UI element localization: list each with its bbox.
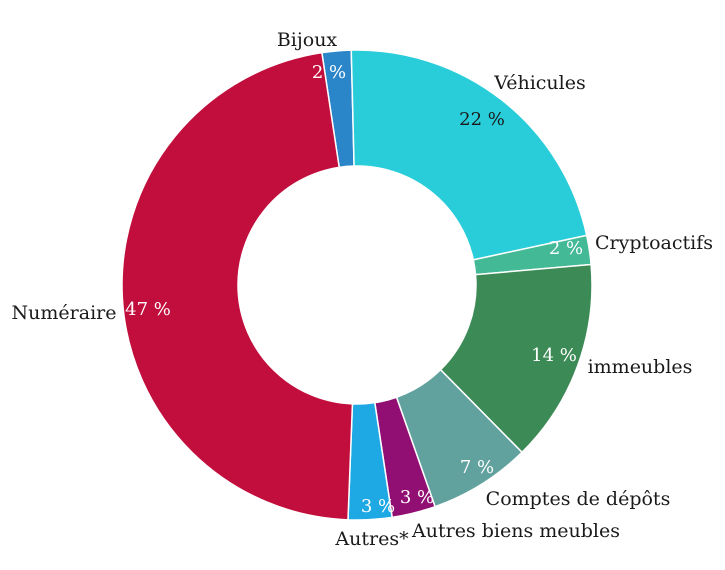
value-label-bijoux: 2 % bbox=[312, 62, 346, 83]
value-label-vehicules: 22 % bbox=[459, 109, 505, 130]
category-labels: Bijoux Véhicules Cryptoactifs immeubles Comp… bbox=[12, 29, 714, 550]
value-label-immeubles: 14 % bbox=[531, 345, 577, 366]
category-label-comptes-de-depots: Comptes de dépôts bbox=[486, 488, 671, 510]
slice-vehicules bbox=[350, 49, 588, 261]
value-label-autres-biens-meubles: 3 % bbox=[400, 487, 434, 508]
value-label-comptes-de-depots: 7 % bbox=[460, 457, 494, 478]
slice-numeraire bbox=[121, 51, 354, 521]
slice-immeubles bbox=[439, 263, 593, 454]
category-label-immeubles: immeubles bbox=[588, 356, 693, 378]
category-label-vehicules: Véhicules bbox=[493, 72, 585, 94]
category-label-cryptoactifs: Cryptoactifs bbox=[595, 232, 713, 254]
category-label-autres-biens-meubles: Autres biens meubles bbox=[411, 520, 620, 542]
value-label-autres: 3 % bbox=[361, 496, 395, 517]
percentage-labels: 2 % 22 % 2 % 14 % 7 % 3 %3 % 47 % bbox=[125, 62, 583, 517]
category-label-bijoux: Bijoux bbox=[277, 29, 338, 51]
value-label-cryptoactifs: 2 % bbox=[549, 238, 583, 259]
value-label-numeraire: 47 % bbox=[125, 299, 171, 320]
category-label-numeraire: Numéraire bbox=[12, 302, 117, 324]
donut-slices bbox=[121, 49, 593, 521]
category-label-autres: Autres* bbox=[334, 528, 409, 550]
